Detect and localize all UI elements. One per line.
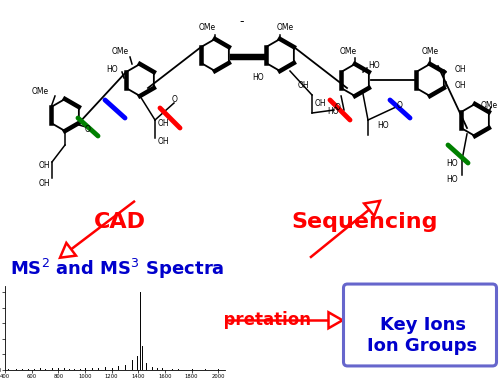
Text: OH: OH <box>455 80 466 89</box>
Text: OH: OH <box>38 160 50 169</box>
Text: Sequencing: Sequencing <box>292 212 438 232</box>
Text: OMe: OMe <box>112 47 128 56</box>
Text: HO: HO <box>368 61 380 69</box>
Text: OH: OH <box>297 80 309 89</box>
Text: OMe: OMe <box>276 23 293 33</box>
Text: OH: OH <box>157 119 169 127</box>
Text: OMe: OMe <box>422 47 438 56</box>
Text: HO: HO <box>446 158 458 168</box>
Text: -: - <box>240 16 244 28</box>
Text: HO: HO <box>446 175 458 185</box>
Text: Interpretation: Interpretation <box>178 311 312 329</box>
Text: OMe: OMe <box>481 100 498 110</box>
Text: HO: HO <box>252 74 264 83</box>
Polygon shape <box>60 243 76 258</box>
Polygon shape <box>364 201 380 216</box>
Polygon shape <box>328 312 342 328</box>
Text: MS$^2$ and MS$^3$ Spectra: MS$^2$ and MS$^3$ Spectra <box>10 257 224 281</box>
Text: O: O <box>172 96 178 105</box>
Text: OH: OH <box>455 66 466 75</box>
Text: OMe: OMe <box>32 88 48 97</box>
Text: O: O <box>335 103 341 113</box>
Text: O: O <box>397 100 403 110</box>
Text: Key Ions
Ion Groups: Key Ions Ion Groups <box>368 316 478 355</box>
FancyBboxPatch shape <box>344 284 496 366</box>
Text: HO: HO <box>327 108 339 116</box>
Text: CAD: CAD <box>94 212 146 232</box>
Text: HO: HO <box>377 121 388 130</box>
Text: HO: HO <box>106 66 118 75</box>
Text: OMe: OMe <box>198 23 216 33</box>
Text: OH: OH <box>157 138 169 147</box>
Text: OH: OH <box>38 179 50 188</box>
Text: O: O <box>85 125 91 135</box>
Text: OMe: OMe <box>340 47 356 56</box>
Text: OH: OH <box>314 99 326 108</box>
